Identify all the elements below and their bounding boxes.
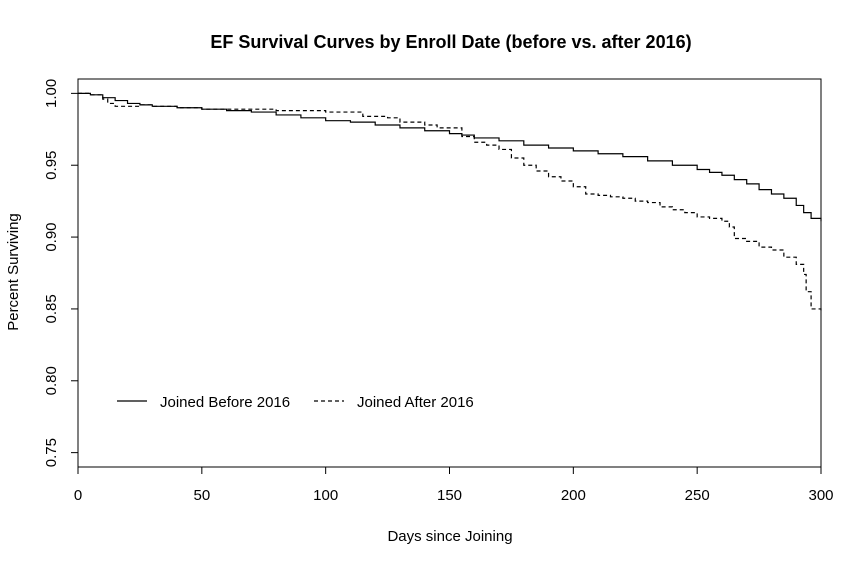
chart-title: EF Survival Curves by Enroll Date (befor… <box>210 32 691 52</box>
series-line-joined-before-2016 <box>78 92 822 222</box>
y-tick-label: 0.80 <box>43 366 60 395</box>
x-tick-label: 250 <box>685 487 710 504</box>
x-tick-label: 50 <box>193 487 210 504</box>
legend-label-joined-before-2016: Joined Before 2016 <box>160 394 290 411</box>
x-tick-label: 0 <box>74 487 82 504</box>
y-tick-label: 0.85 <box>43 294 60 323</box>
x-axis-label: Days since Joining <box>387 528 512 545</box>
y-axis-label: Percent Surviving <box>5 213 22 331</box>
series-line-joined-after-2016 <box>78 92 822 314</box>
x-tick-label: 100 <box>313 487 338 504</box>
y-tick-label: 1.00 <box>43 79 60 108</box>
y-tick-label: 0.90 <box>43 222 60 251</box>
x-tick-label: 150 <box>437 487 462 504</box>
y-tick-label: 0.95 <box>43 151 60 180</box>
y-tick-label: 0.75 <box>43 438 60 467</box>
legend-label-joined-after-2016: Joined After 2016 <box>357 394 474 411</box>
y-axis: 0.75 0.80 0.85 0.90 0.95 1.00 <box>43 79 79 467</box>
x-axis: 0 50 100 150 200 250 300 <box>74 466 834 504</box>
legend: Joined Before 2016 Joined After 2016 <box>117 394 474 411</box>
x-tick-label: 300 <box>808 487 833 504</box>
series-layer <box>78 92 822 314</box>
x-tick-label: 200 <box>561 487 586 504</box>
